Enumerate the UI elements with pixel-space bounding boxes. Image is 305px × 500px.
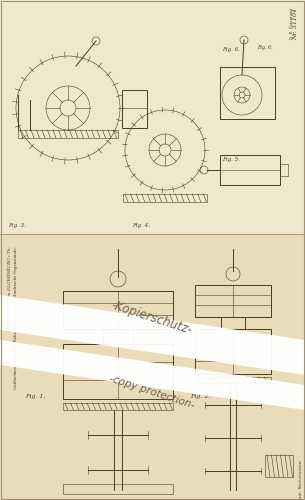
Bar: [280, 164, 288, 176]
Bar: [0, 0, 305, 234]
Bar: [195, 329, 271, 374]
Bar: [195, 377, 271, 383]
Bar: [123, 194, 207, 202]
Bar: [63, 291, 173, 329]
Text: D. R. Patentamt: D. R. Patentamt: [290, 8, 294, 40]
Text: LOUIS MUND in ELGERSBURG i.Th.: LOUIS MUND in ELGERSBURG i.Th.: [8, 246, 12, 329]
Bar: [63, 344, 173, 399]
Text: Fig. 2.: Fig. 2.: [190, 394, 210, 399]
Text: Fig. 6.: Fig. 6.: [222, 47, 240, 52]
Text: Fig. 5.: Fig. 5.: [222, 157, 240, 162]
Text: Fig. 6.: Fig. 6.: [257, 45, 273, 50]
Text: Guillochirmaschine für Rohre oder sonstige cylindrische Gegenstände.: Guillochirmaschine für Rohre oder sonsti…: [14, 246, 18, 389]
Bar: [220, 155, 280, 185]
Bar: [0, 234, 305, 500]
Bar: [195, 285, 271, 317]
Bar: [18, 130, 118, 138]
Text: Nr. 31104: Nr. 31104: [293, 8, 298, 40]
Bar: [220, 67, 275, 119]
Text: -Kopierschutz-: -Kopierschutz-: [110, 299, 194, 337]
Polygon shape: [0, 340, 305, 410]
Text: Fig. 3.: Fig. 3.: [8, 223, 26, 228]
Bar: [122, 90, 147, 128]
Text: Fig. 4.: Fig. 4.: [132, 223, 150, 228]
Polygon shape: [0, 295, 305, 375]
Text: -copy protection-: -copy protection-: [108, 374, 196, 410]
Text: Gedr.  Reichsdruckerei: Gedr. Reichsdruckerei: [299, 460, 303, 500]
Bar: [63, 403, 173, 410]
Text: Fig. 1.: Fig. 1.: [25, 394, 45, 399]
Bar: [265, 455, 293, 477]
Bar: [63, 484, 173, 494]
